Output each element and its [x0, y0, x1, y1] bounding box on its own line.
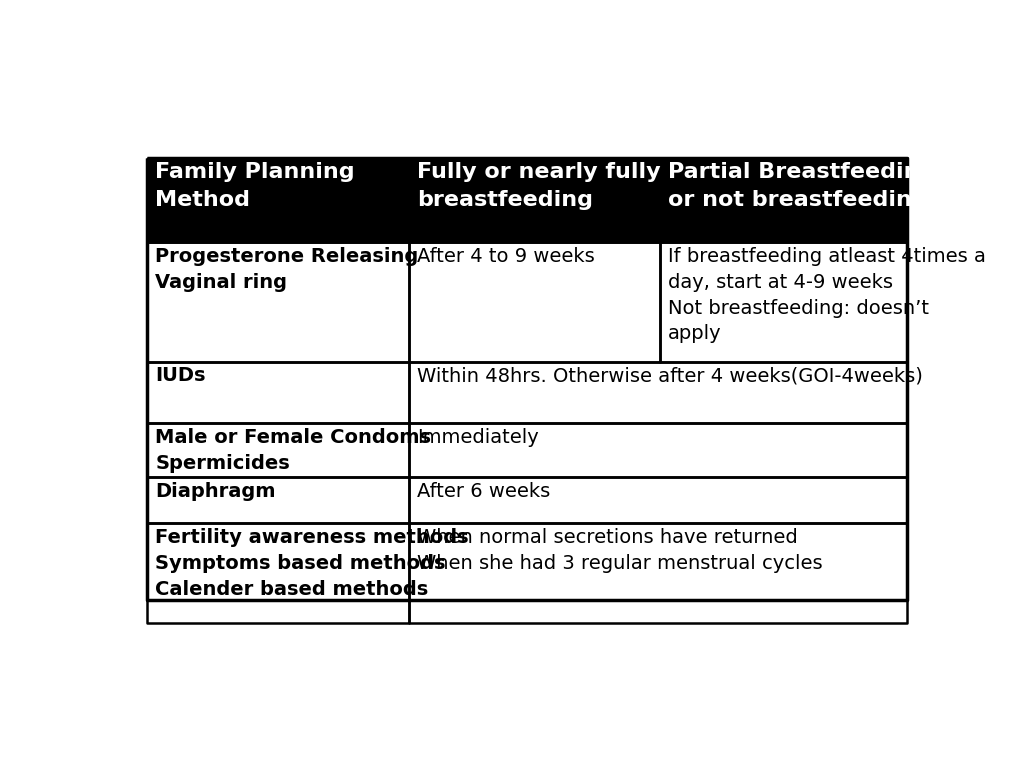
- Bar: [660, 243, 907, 362]
- Text: Progesterone Releasing
Vaginal ring: Progesterone Releasing Vaginal ring: [156, 247, 419, 292]
- Text: Male or Female Condoms
Spermicides: Male or Female Condoms Spermicides: [156, 428, 431, 473]
- Bar: [147, 157, 410, 243]
- Bar: [410, 157, 660, 243]
- Bar: [147, 523, 410, 624]
- Text: Family Planning
Method: Family Planning Method: [156, 162, 355, 210]
- Bar: [410, 243, 660, 362]
- Bar: [660, 157, 907, 243]
- Bar: [147, 423, 410, 477]
- Text: Within 48hrs. Otherwise after 4 weeks(GOI-4weeks): Within 48hrs. Otherwise after 4 weeks(GO…: [418, 366, 924, 386]
- Bar: [147, 362, 410, 423]
- Text: Partial Breastfeeding
or not breastfeeding: Partial Breastfeeding or not breastfeedi…: [668, 162, 935, 210]
- Bar: [410, 362, 907, 423]
- Text: Diaphragm: Diaphragm: [156, 482, 275, 501]
- Text: IUDs: IUDs: [156, 366, 206, 386]
- Bar: [147, 477, 410, 523]
- Text: Immediately: Immediately: [418, 428, 539, 447]
- Text: Fully or nearly fully
breastfeeding: Fully or nearly fully breastfeeding: [418, 162, 660, 210]
- Bar: [147, 243, 410, 362]
- Bar: [410, 477, 907, 523]
- Text: Fertility awareness methods
Symptoms based methods
Calender based methods: Fertility awareness methods Symptoms bas…: [156, 528, 469, 598]
- Text: When normal secretions have returned
When she had 3 regular menstrual cycles: When normal secretions have returned Whe…: [418, 528, 823, 573]
- Text: After 4 to 9 weeks: After 4 to 9 weeks: [418, 247, 595, 266]
- Bar: [410, 523, 907, 624]
- Bar: [410, 423, 907, 477]
- Text: If breastfeeding atleast 4times a
day, start at 4-9 weeks
Not breastfeeding: doe: If breastfeeding atleast 4times a day, s…: [668, 247, 986, 343]
- Text: After 6 weeks: After 6 weeks: [418, 482, 551, 501]
